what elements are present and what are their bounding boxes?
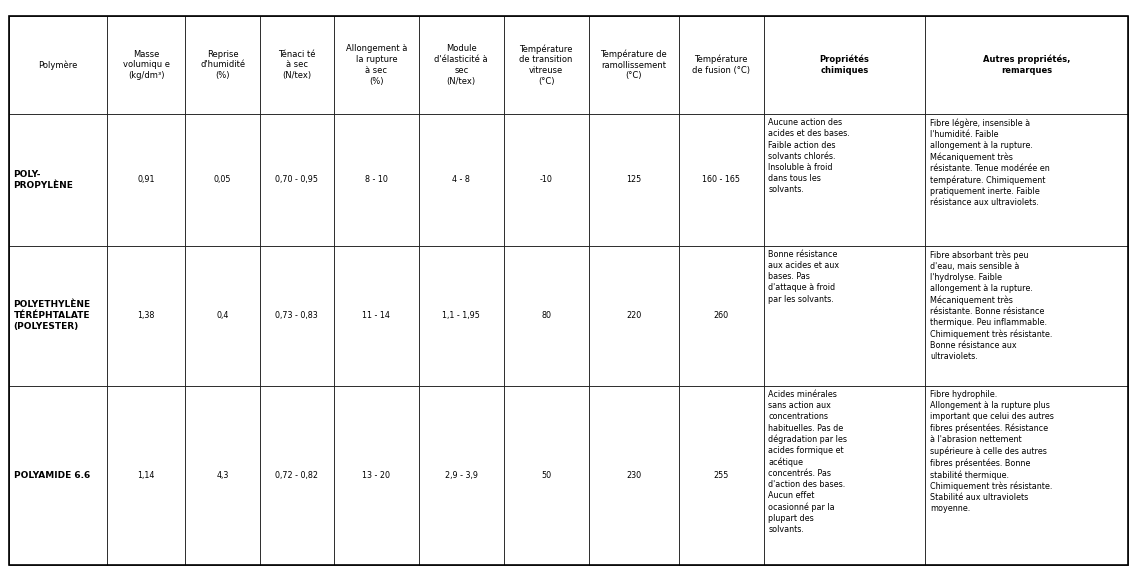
Text: Allongement à
la rupture
à sec
(%): Allongement à la rupture à sec (%)	[346, 44, 407, 86]
Bar	[260, 246, 335, 385]
Text: POLYETHYLÈNE
TÉRÉPHTALATE
(POLYESTER): POLYETHYLÈNE TÉRÉPHTALATE (POLYESTER)	[14, 300, 91, 331]
Bar	[503, 114, 589, 246]
Bar	[186, 16, 260, 114]
Text: Température
de transition
vitreuse
(°C): Température de transition vitreuse (°C)	[519, 44, 573, 86]
Text: Propriétés
chimiques: Propriétés chimiques	[820, 55, 870, 75]
Text: 255: 255	[713, 471, 729, 480]
Bar	[335, 114, 418, 246]
Text: 0,70 - 0,95: 0,70 - 0,95	[276, 175, 319, 184]
Text: 2,9 - 3,9: 2,9 - 3,9	[445, 471, 477, 480]
Text: POLY-
PROPYLÈNE: POLY- PROPYLÈNE	[14, 170, 74, 190]
Bar	[503, 385, 589, 565]
Text: Polymère: Polymère	[39, 60, 78, 70]
Bar	[108, 16, 186, 114]
Bar	[186, 385, 260, 565]
Bar	[763, 246, 925, 385]
Text: 1,38: 1,38	[137, 311, 155, 320]
Bar	[589, 246, 679, 385]
Text: 125: 125	[626, 175, 642, 184]
Bar	[503, 16, 589, 114]
Bar	[418, 246, 503, 385]
Text: POLYAMIDE 6.6: POLYAMIDE 6.6	[14, 471, 90, 480]
Text: 4,3: 4,3	[217, 471, 229, 480]
Bar	[763, 114, 925, 246]
Bar	[763, 16, 925, 114]
Bar	[925, 385, 1128, 565]
Bar	[9, 385, 108, 565]
Text: 80: 80	[541, 311, 551, 320]
Bar	[925, 16, 1128, 114]
Bar	[589, 385, 679, 565]
Text: 160 - 165: 160 - 165	[702, 175, 741, 184]
Text: Masse
volumiqu e
(kg/dm³): Masse volumiqu e (kg/dm³)	[122, 50, 170, 80]
Text: Ténaci té
à sec
(N/tex): Ténaci té à sec (N/tex)	[278, 50, 315, 80]
Bar	[589, 114, 679, 246]
Text: 230: 230	[626, 471, 641, 480]
Bar	[335, 16, 418, 114]
Text: 13 - 20: 13 - 20	[363, 471, 390, 480]
Text: 1,1 - 1,95: 1,1 - 1,95	[442, 311, 480, 320]
Text: Température de
ramollissement
(°C): Température de ramollissement (°C)	[600, 49, 667, 81]
Text: Acides minérales
sans action aux
concentrations
habituelles. Pas de
dégradation : Acides minérales sans action aux concent…	[768, 390, 847, 534]
Text: 4 - 8: 4 - 8	[452, 175, 471, 184]
Text: 0,05: 0,05	[214, 175, 231, 184]
Text: Fibre hydrophile.
Allongement à la rupture plus
important que celui des autres
f: Fibre hydrophile. Allongement à la ruptu…	[930, 390, 1053, 513]
Text: Autres propriétés,
remarques: Autres propriétés, remarques	[983, 55, 1070, 75]
Bar	[186, 246, 260, 385]
Bar	[108, 246, 186, 385]
Bar	[679, 16, 763, 114]
Bar	[260, 114, 335, 246]
Bar	[925, 246, 1128, 385]
Text: Module
d'élasticité à
sec
(N/tex): Module d'élasticité à sec (N/tex)	[434, 44, 488, 86]
Bar	[679, 246, 763, 385]
Text: 1,14: 1,14	[137, 471, 155, 480]
Bar	[260, 16, 335, 114]
Bar	[589, 16, 679, 114]
Text: Bonne résistance
aux acides et aux
bases. Pas
d'attaque à froid
par les solvants: Bonne résistance aux acides et aux bases…	[768, 250, 839, 304]
Text: 220: 220	[626, 311, 642, 320]
Bar	[108, 385, 186, 565]
Text: Fibre absorbant très peu
d'eau, mais sensible à
l'hydrolyse. Faible
allongement : Fibre absorbant très peu d'eau, mais sen…	[930, 250, 1052, 361]
Bar	[335, 385, 418, 565]
Bar	[9, 246, 108, 385]
Text: 50: 50	[541, 471, 551, 480]
Bar	[418, 114, 503, 246]
Text: 0,73 - 0,83: 0,73 - 0,83	[276, 311, 319, 320]
Text: 0,4: 0,4	[217, 311, 229, 320]
Bar	[260, 385, 335, 565]
Text: 0,91: 0,91	[137, 175, 155, 184]
Text: Température
de fusion (°C): Température de fusion (°C)	[692, 55, 751, 75]
Bar	[418, 16, 503, 114]
Bar	[925, 114, 1128, 246]
Text: Aucune action des
acides et des bases.
Faible action des
solvants chlorés.
Insol: Aucune action des acides et des bases. F…	[768, 118, 849, 194]
Bar	[763, 385, 925, 565]
Bar	[503, 246, 589, 385]
Text: -10: -10	[540, 175, 552, 184]
Bar	[418, 385, 503, 565]
Bar	[186, 114, 260, 246]
Text: Reprise
d'humidité
(%): Reprise d'humidité (%)	[200, 50, 245, 80]
Text: 8 - 10: 8 - 10	[365, 175, 388, 184]
Text: 11 - 14: 11 - 14	[363, 311, 390, 320]
Bar	[108, 114, 186, 246]
Text: 0,72 - 0,82: 0,72 - 0,82	[276, 471, 319, 480]
Bar	[335, 246, 418, 385]
Bar	[679, 114, 763, 246]
Bar	[679, 385, 763, 565]
Text: 260: 260	[713, 311, 729, 320]
Bar	[9, 16, 108, 114]
Text: Fibre légère, insensible à
l'humidité. Faible
allongement à la rupture.
Mécaniqu: Fibre légère, insensible à l'humidité. F…	[930, 118, 1050, 207]
Bar	[9, 114, 108, 246]
